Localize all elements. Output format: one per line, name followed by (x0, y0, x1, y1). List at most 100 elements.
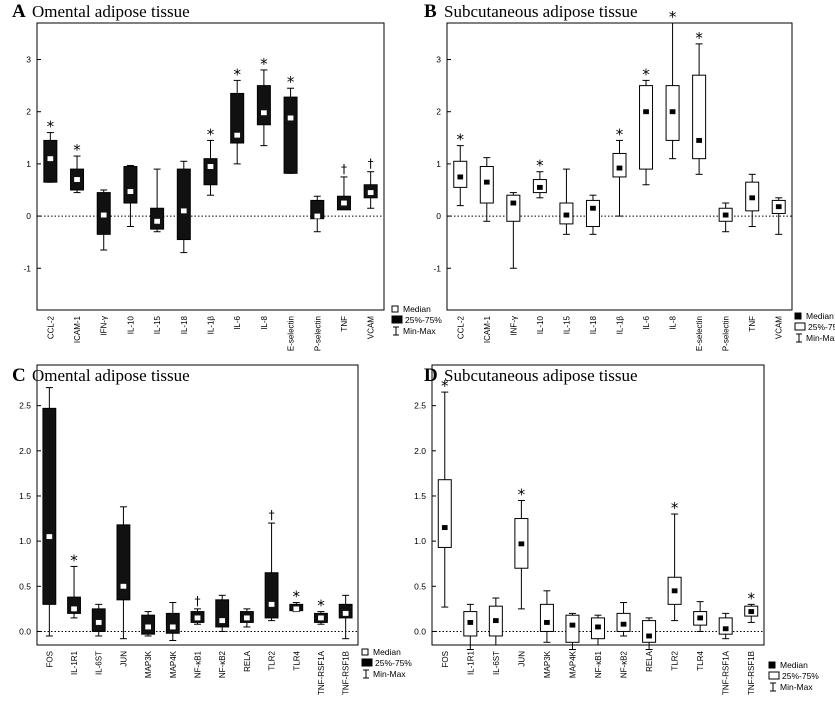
x-category-label: RELA (645, 650, 654, 672)
x-category-label: MAP4K (568, 650, 577, 678)
box-tlr2: † (264, 508, 279, 622)
median-marker (775, 204, 782, 210)
median-marker (169, 624, 176, 630)
median-marker (100, 212, 107, 218)
x-category-label: INF-γ (509, 316, 518, 336)
x-category-label: CCL-2 (46, 315, 55, 339)
median-marker (510, 200, 517, 206)
y-tick-label: 1.5 (414, 491, 426, 501)
legend-median-swatch (391, 305, 399, 313)
iqr-box (718, 617, 733, 635)
iqr-box (42, 407, 57, 605)
iqr-box (565, 614, 580, 643)
x-category-label: CCL-2 (456, 315, 465, 339)
median-marker (261, 110, 267, 116)
box-nf-b1: † (190, 594, 205, 625)
median-marker (722, 212, 729, 218)
median-marker (669, 109, 676, 115)
box-icam-1 (479, 157, 494, 222)
plot-frame (431, 364, 765, 646)
box-il-8: * (256, 55, 271, 147)
median-marker (194, 615, 201, 621)
iqr-box (310, 199, 325, 220)
dagger-mark: † (368, 157, 374, 171)
box-il-10: * (532, 157, 547, 199)
box-il-6: * (639, 65, 654, 186)
box-fos (42, 387, 57, 637)
median-marker (646, 633, 652, 639)
x-category-label: VCAM (367, 316, 376, 339)
x-category-label: TNF (748, 316, 757, 332)
iqr-box (283, 96, 298, 174)
x-category-label: TNF-RSF1B (747, 651, 756, 695)
median-marker (207, 164, 214, 169)
legend-median-swatch (794, 312, 802, 320)
x-category-label: IL-18 (589, 315, 598, 334)
y-tick-label: 0 (26, 211, 31, 221)
x-category-label: IL-6ST (492, 651, 501, 675)
legend-box-label: 25%-75% (808, 322, 835, 332)
legend-median-label: Median (806, 311, 834, 321)
box-map4k (565, 612, 580, 651)
iqr-box (692, 74, 707, 160)
chart-panel-a: A Omental adipose tissue -1 0 1 2 3 * CCL-2 * ICAM… (12, 1, 442, 351)
median-marker (595, 624, 601, 630)
significance-star: * (441, 377, 449, 395)
significance-star: * (457, 131, 465, 149)
box-tnf-rsf1a: * (314, 597, 328, 625)
iqr-box (116, 524, 131, 601)
x-category-label: IL-15 (153, 315, 162, 334)
x-category-label: MAP3K (543, 650, 552, 678)
y-tick-label: 0 (436, 211, 441, 221)
legend-box-label: 25%-75% (375, 658, 412, 668)
legend-box-swatch (794, 322, 806, 331)
iqr-box (150, 207, 165, 230)
significance-star: * (260, 55, 268, 73)
significance-star: * (671, 499, 679, 517)
iqr-box (479, 166, 494, 204)
significance-star: * (293, 588, 301, 606)
significance-star: * (518, 485, 526, 503)
significance-star: * (73, 141, 81, 159)
box-il-1-: * (612, 125, 627, 217)
significance-star: * (287, 73, 295, 91)
x-category-label: JUN (119, 651, 128, 667)
median-marker (569, 622, 576, 628)
box-jun: * (514, 485, 529, 610)
x-category-label: NF-κB2 (620, 650, 629, 678)
iqr-box (453, 160, 468, 188)
median-marker (537, 184, 543, 190)
box-vcam: † (363, 157, 378, 209)
y-tick-label: 0.5 (19, 581, 31, 591)
median-marker (145, 624, 151, 630)
x-category-label: TLR4 (696, 650, 705, 670)
x-category-label: NF-κB2 (218, 650, 227, 678)
y-tick-label: 1.5 (19, 491, 31, 501)
median-marker (219, 618, 226, 624)
box-tlr2: * (667, 499, 682, 622)
y-tick-label: 2.0 (414, 446, 426, 456)
x-category-label: RELA (243, 650, 252, 672)
legend-box-label: 25%-75% (782, 671, 819, 681)
x-category-label: IL-6 (642, 315, 651, 329)
y-tick-label: 2.0 (19, 446, 31, 456)
x-category-label: IL-10 (126, 315, 135, 334)
legend-median-label: Median (403, 304, 431, 314)
iqr-box (165, 612, 180, 634)
iqr-box (506, 194, 521, 222)
x-category-label: IL-18 (180, 315, 189, 334)
panel-letter: B (424, 1, 437, 22)
dagger-mark: † (195, 594, 201, 608)
box-il-15 (150, 168, 165, 233)
significance-star: * (669, 8, 677, 26)
y-tick-label: 0.5 (414, 581, 426, 591)
legend-range-label: Min-Max (780, 682, 813, 692)
iqr-box (230, 92, 245, 144)
median-marker (74, 177, 80, 182)
x-category-label: IL-1β (207, 316, 216, 335)
median-marker (367, 190, 374, 196)
